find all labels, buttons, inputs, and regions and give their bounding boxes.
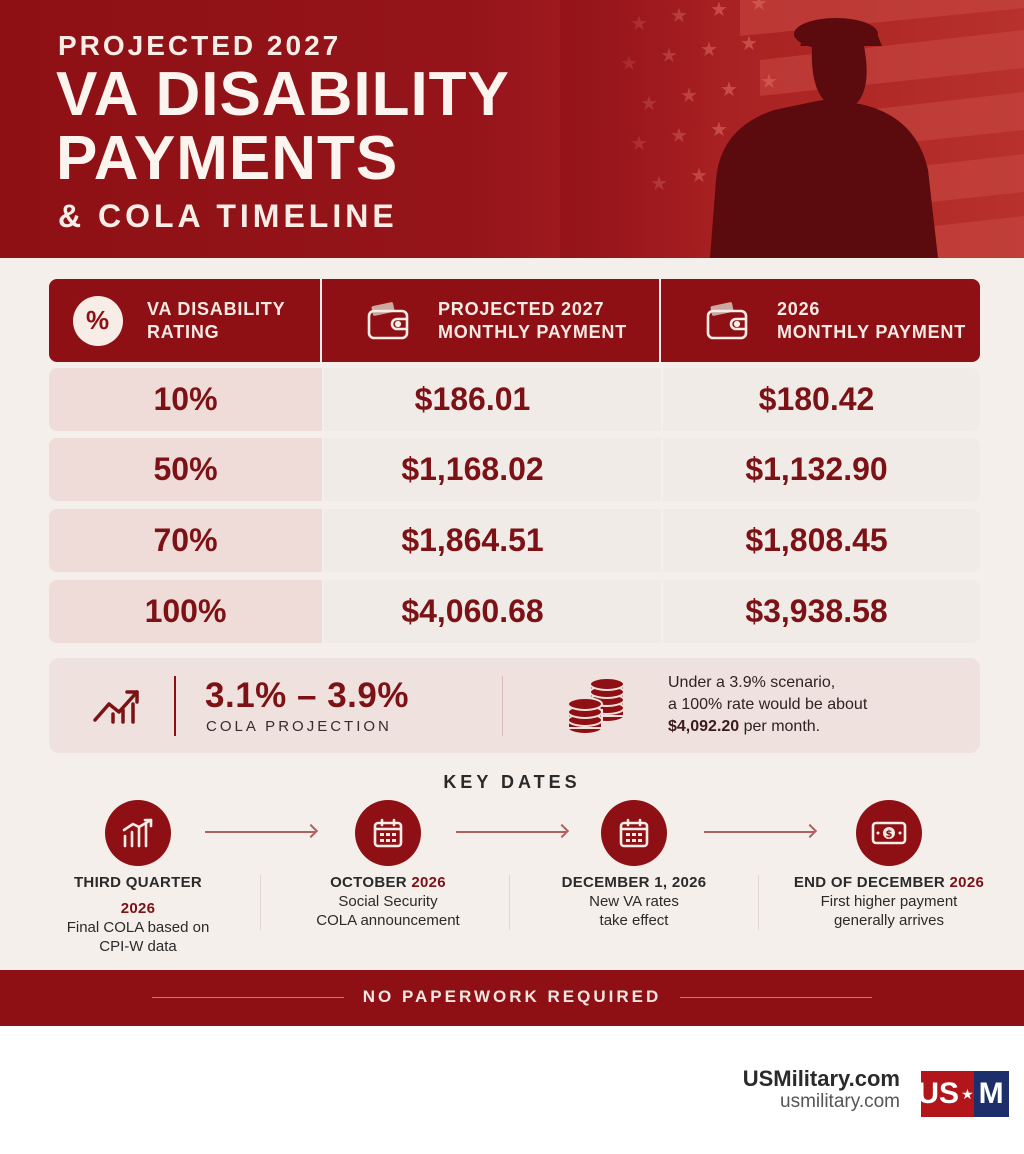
banner-text: NO PAPERWORK REQUIRED — [362, 987, 662, 1006]
column-header-rating: % VA DISABILITY RATING — [49, 279, 322, 362]
timeline-step: OCTOBER 2026 Social Security COLA announ… — [268, 800, 508, 930]
note-amount: $4,092.20 — [668, 718, 740, 735]
note-line1: Under a 3.9% scenario, — [668, 674, 836, 691]
projected-2027-cell: $1,864.51 — [322, 509, 661, 572]
step-date: DECEMBER 1, 2026 — [561, 874, 707, 891]
svg-text:$: $ — [886, 829, 893, 840]
monthly-2026-cell: $1,808.45 — [661, 509, 980, 572]
divider — [502, 676, 503, 736]
timeline-arrow — [456, 831, 566, 833]
bar-chart-icon — [105, 800, 171, 866]
calendar-icon — [601, 800, 667, 866]
cola-label: COLA PROJECTION — [206, 718, 392, 735]
current-header-line2: MONTHLY PAYMENT — [777, 321, 967, 342]
rating-cell: 100% — [49, 580, 322, 643]
projected-header-line2: MONTHLY PAYMENT — [438, 321, 628, 342]
rating-cell: 50% — [49, 438, 322, 501]
note-line2: a 100% rate would be about — [668, 696, 868, 713]
step-desc-line1: Social Security — [338, 893, 438, 910]
monthly-2026-cell: $3,938.58 — [661, 580, 980, 643]
header-subtitle: & COLA TIMELINE — [58, 198, 398, 234]
step-desc-line1: First higher payment — [820, 893, 958, 910]
rating-cell: 10% — [49, 368, 322, 431]
rating-header-line1: VA DISABILITY — [147, 298, 286, 319]
table-row: 100% $4,060.68 $3,938.58 — [49, 580, 980, 643]
step-desc-line1: New VA rates — [589, 893, 679, 910]
column-header-2026: 2026 MONTHLY PAYMENT — [661, 279, 980, 362]
rating-cell: 70% — [49, 509, 322, 572]
divider — [260, 875, 261, 930]
header-eyebrow: PROJECTED 2027 — [58, 30, 342, 61]
key-dates-title: KEY DATES — [443, 772, 581, 792]
cola-scenario-note: Under a 3.9% scenario, a 100% rate would… — [668, 672, 867, 738]
calendar-icon — [355, 800, 421, 866]
timeline-step: $ END OF DECEMBER 2026 First higher paym… — [769, 800, 1009, 930]
money-icon: $ — [856, 800, 922, 866]
step-desc-line2: take effect — [599, 912, 669, 929]
brand-url: usmilitary.com — [780, 1091, 900, 1112]
wallet-icon — [364, 296, 414, 346]
table-row: 50% $1,168.02 $1,132.90 — [49, 438, 980, 501]
projected-header-line1: PROJECTED 2027 — [438, 298, 605, 319]
step-desc-line2: CPI-W data — [99, 938, 177, 955]
monthly-2026-cell: $1,132.90 — [661, 438, 980, 501]
header-title-line1: VA DISABILITY — [56, 60, 510, 129]
divider — [758, 875, 759, 930]
step-desc-line1: Final COLA based on — [66, 919, 210, 936]
note-suffix: per month. — [739, 718, 821, 735]
step-desc-line2: COLA announcement — [316, 912, 460, 929]
percent-icon: % — [73, 295, 123, 346]
column-header-projected: PROJECTED 2027 MONTHLY PAYMENT — [322, 279, 661, 362]
projected-2027-cell: $4,060.68 — [322, 580, 661, 643]
timeline-arrow — [205, 831, 315, 833]
header-title-line2: PAYMENTS — [56, 124, 399, 193]
timeline-step: THIRD QUARTER 2026 Final COLA based on C… — [18, 800, 258, 956]
table-header: % VA DISABILITY RATING PROJECTED 2027 MO… — [49, 279, 980, 362]
banner-rule — [152, 997, 344, 998]
divider — [509, 875, 510, 930]
rating-header-line2: RATING — [147, 321, 220, 342]
brand-name: USMilitary.com — [742, 1066, 900, 1091]
step-date: END OF DECEMBER 2026 — [793, 874, 985, 891]
timeline-arrow — [704, 831, 814, 833]
current-header-line1: 2026 — [777, 298, 821, 319]
projected-2027-cell: $186.01 — [322, 368, 661, 431]
note-line3: $4,092.20 per month. — [668, 716, 867, 738]
step-desc-line2: generally arrives — [833, 912, 945, 929]
trend-chart-icon — [91, 686, 143, 731]
divider — [174, 676, 176, 736]
cola-projection-panel: 3.1% – 3.9% COLA PROJECTION Under a 3.9%… — [49, 658, 980, 753]
step-date: OCTOBER 2026 — [330, 874, 446, 891]
step-date: THIRD QUARTER — [73, 874, 203, 891]
projected-2027-cell: $1,168.02 — [322, 438, 661, 501]
timeline-step: DECEMBER 1, 2026 New VA rates take effec… — [514, 800, 754, 930]
table-row: 70% $1,864.51 $1,808.45 — [49, 509, 980, 572]
step-year: 2026 — [120, 900, 156, 917]
cola-range: 3.1% – 3.9% — [205, 676, 409, 715]
usm-logo: US ★ M — [917, 1071, 1009, 1117]
wallet-icon — [703, 296, 753, 346]
hero-header: ★★★★ ★★★★ ★★★★ ★★★ ★★★ PROJECTED 2027 VA… — [0, 0, 1024, 258]
banner-rule — [680, 997, 872, 998]
flag-soldier-illustration: ★★★★ ★★★★ ★★★★ ★★★ ★★★ — [560, 0, 1024, 258]
monthly-2026-cell: $180.42 — [661, 368, 980, 431]
no-paperwork-banner: NO PAPERWORK REQUIRED — [0, 970, 1024, 1026]
coins-icon — [567, 674, 627, 741]
table-row: 10% $186.01 $180.42 — [49, 368, 980, 431]
